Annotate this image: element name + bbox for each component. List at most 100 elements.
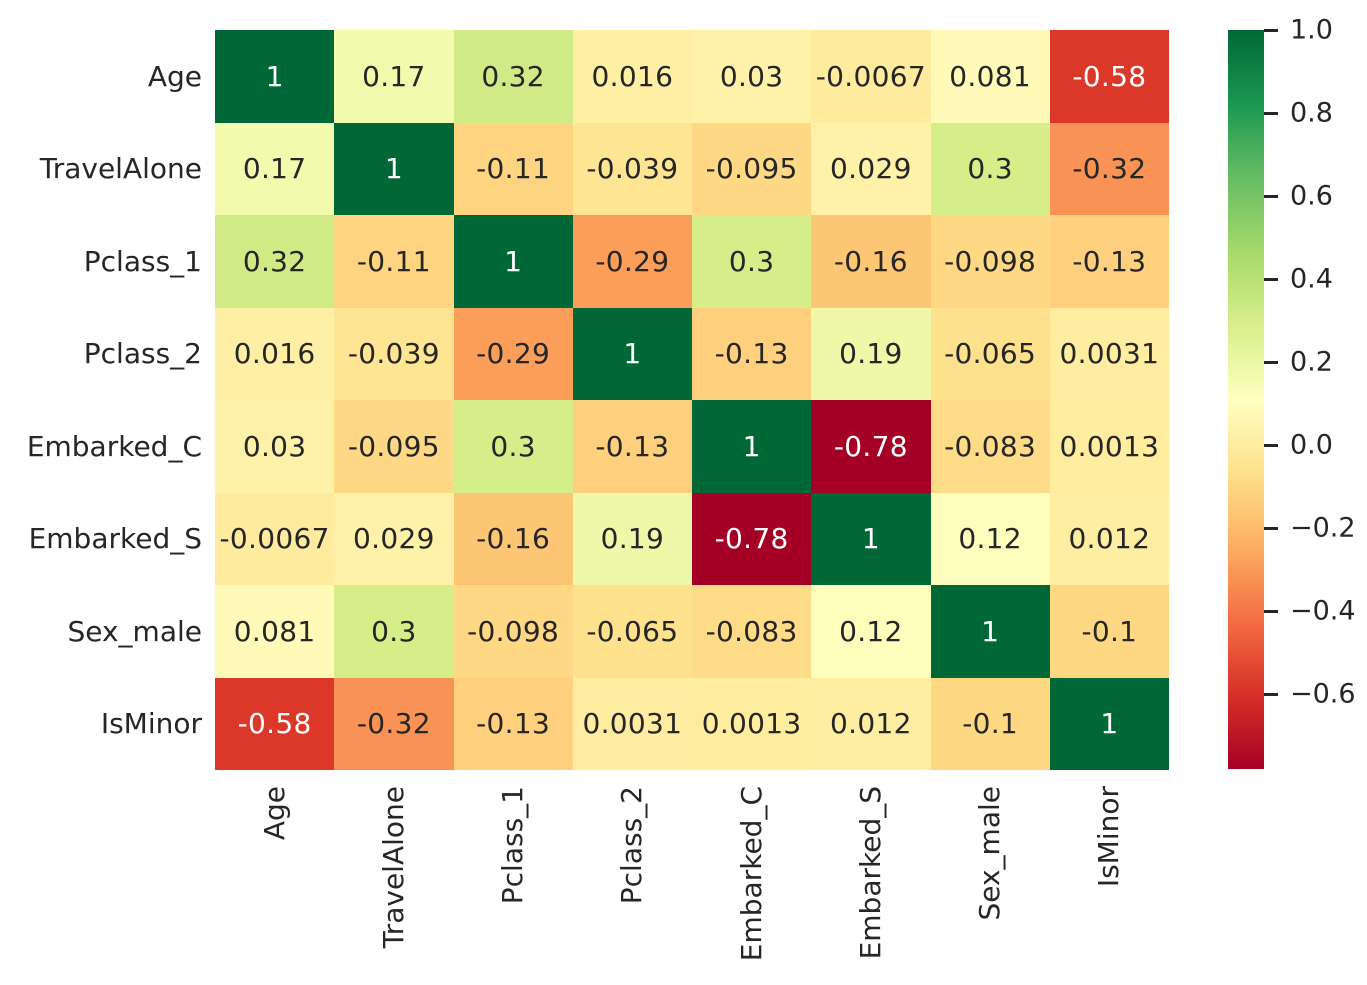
colorbar-tick-label: −0.4 — [1290, 595, 1356, 627]
heatmap-cell: 0.0013 — [1049, 400, 1169, 493]
heatmap-cell: -0.11 — [334, 215, 454, 308]
heatmap-cell: -0.039 — [334, 307, 454, 400]
heatmap-cell: -0.083 — [930, 400, 1050, 493]
heatmap-cell: -0.065 — [930, 307, 1050, 400]
heatmap-cell: -0.78 — [692, 492, 812, 585]
x-tick-label-wrap: Embarked_C — [692, 786, 811, 985]
heatmap-cell: -0.58 — [1049, 30, 1169, 123]
heatmap-cell: 1 — [930, 585, 1050, 678]
colorbar-tick-mark — [1264, 111, 1278, 115]
colorbar-tick-label: −0.6 — [1290, 678, 1356, 710]
heatmap-cell: 0.3 — [334, 585, 454, 678]
heatmap-cell: -0.32 — [1049, 122, 1169, 215]
heatmap-cell: 1 — [453, 215, 573, 308]
colorbar-tick-label: 0.6 — [1290, 180, 1333, 212]
x-tick-label: Age — [257, 786, 291, 841]
heatmap-cell: -0.29 — [572, 215, 692, 308]
heatmap-cell: 0.32 — [453, 30, 573, 123]
heatmap-cell: 1 — [692, 400, 812, 493]
x-tick-label: Embarked_C — [734, 786, 768, 962]
heatmap-cell: 0.32 — [215, 215, 335, 308]
heatmap-cell: 0.12 — [811, 585, 931, 678]
heatmap-cell: 0.17 — [215, 122, 335, 215]
colorbar: 1.0 0.8 0.6 0.4 0.2 0.0 −0.2 −0.4 −0.6 — [1228, 15, 1356, 769]
colorbar-tick-mark — [1264, 277, 1278, 281]
x-tick-label: IsMinor — [1092, 786, 1126, 888]
x-tick-label: Pclass_2 — [615, 786, 649, 905]
heatmap-cell: 0.012 — [811, 677, 931, 770]
colorbar-tick-mark — [1264, 526, 1278, 530]
colorbar-tick-label: 0.2 — [1290, 346, 1333, 378]
heatmap-cell: -0.13 — [572, 400, 692, 493]
heatmap-cell: 0.029 — [811, 122, 931, 215]
heatmap-cell: -0.065 — [572, 585, 692, 678]
heatmap-cell: 0.19 — [572, 492, 692, 585]
colorbar-tick-mark — [1264, 609, 1278, 613]
heatmap-cell: 0.016 — [572, 30, 692, 123]
y-tick-label: Sex_male — [67, 614, 202, 648]
colorbar-tick-label: 1.0 — [1290, 14, 1333, 46]
heatmap-cell: 0.029 — [334, 492, 454, 585]
heatmap-cell: -0.095 — [692, 122, 812, 215]
colorbar-tick-label: 0.8 — [1290, 97, 1333, 129]
heatmap-cell: 0.016 — [215, 307, 335, 400]
x-tick-label: Pclass_1 — [496, 786, 530, 905]
x-tick-label: Sex_male — [973, 786, 1007, 921]
heatmap-cell: -0.1 — [1049, 585, 1169, 678]
heatmap-cell: 0.03 — [215, 400, 335, 493]
heatmap-cell: 1 — [572, 307, 692, 400]
heatmap-cell: -0.29 — [453, 307, 573, 400]
heatmap-cell: 0.17 — [334, 30, 454, 123]
colorbar-tick-label: −0.2 — [1290, 512, 1356, 544]
heatmap-cell: 0.0031 — [1049, 307, 1169, 400]
colorbar-tick-mark — [1264, 692, 1278, 696]
colorbar-tick-mark — [1264, 360, 1278, 364]
heatmap-cell: 1 — [215, 30, 335, 123]
heatmap-cell: -0.16 — [453, 492, 573, 585]
colorbar-tick-label: 0.4 — [1290, 263, 1333, 295]
heatmap-cell: -0.11 — [453, 122, 573, 215]
heatmap-cell: -0.0067 — [215, 492, 335, 585]
colorbar-tick-label: 0.0 — [1290, 429, 1333, 461]
x-tick-label-wrap: Sex_male — [931, 786, 1050, 985]
colorbar-tick-mark — [1264, 443, 1278, 447]
heatmap-cell: 0.012 — [1049, 492, 1169, 585]
heatmap-cell: 0.3 — [930, 122, 1050, 215]
colorbar-gradient — [1228, 30, 1264, 769]
y-tick-label: TravelAlone — [39, 152, 202, 186]
heatmap-cell: -0.16 — [811, 215, 931, 308]
y-tick-label: Age — [147, 59, 202, 93]
x-tick-label-wrap: Age — [215, 786, 334, 985]
heatmap-cell: 0.0031 — [572, 677, 692, 770]
heatmap-cell: -0.58 — [215, 677, 335, 770]
x-tick-label-wrap: Embarked_S — [811, 786, 930, 985]
x-tick-label-wrap: Pclass_1 — [454, 786, 573, 985]
x-tick-label-wrap: Pclass_2 — [573, 786, 692, 985]
heatmap-cell: -0.1 — [930, 677, 1050, 770]
x-tick-label-wrap: IsMinor — [1050, 786, 1169, 985]
heatmap-cell: 0.081 — [215, 585, 335, 678]
y-tick-label: IsMinor — [100, 707, 202, 741]
heatmap-cell: -0.13 — [692, 307, 812, 400]
colorbar-tick-mark — [1264, 28, 1278, 32]
heatmap-cell: -0.083 — [692, 585, 812, 678]
x-tick-label-wrap: TravelAlone — [334, 786, 453, 985]
heatmap-cell: 0.3 — [453, 400, 573, 493]
heatmap-cell: -0.095 — [334, 400, 454, 493]
y-tick-label: Pclass_1 — [83, 244, 202, 278]
heatmap-cell: 0.12 — [930, 492, 1050, 585]
colorbar-tick-mark — [1264, 194, 1278, 198]
y-tick-label: Embarked_S — [28, 522, 202, 556]
heatmap-cell: 1 — [811, 492, 931, 585]
y-tick-label: Pclass_2 — [83, 337, 202, 371]
heatmap-cell: -0.098 — [453, 585, 573, 678]
heatmap-cell: -0.13 — [1049, 215, 1169, 308]
heatmap-cell: -0.039 — [572, 122, 692, 215]
heatmap-cell: 0.3 — [692, 215, 812, 308]
heatmap-cell: 0.03 — [692, 30, 812, 123]
heatmap-cell: -0.13 — [453, 677, 573, 770]
heatmap-cell: 1 — [334, 122, 454, 215]
y-tick-label: Embarked_C — [26, 429, 202, 463]
heatmap-cell: 0.19 — [811, 307, 931, 400]
heatmap-cell: -0.0067 — [811, 30, 931, 123]
